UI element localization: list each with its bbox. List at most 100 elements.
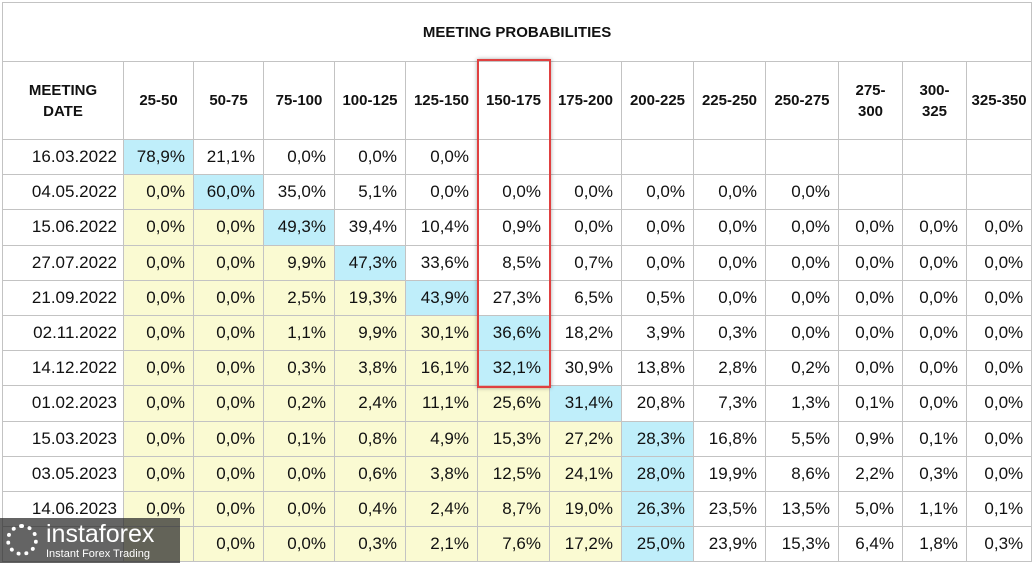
probability-cell: 3,8% [334, 350, 406, 387]
probability-cell: 15,3% [477, 420, 550, 457]
probability-cell: 0,0% [193, 314, 264, 352]
probability-cell: 0,0% [965, 420, 1033, 457]
probability-cell: 16,8% [693, 420, 766, 457]
table-row: 01.02.2023 0,0% 0,0% 0,2% 2,4% 11,1% 25,6% 31,4… [2, 385, 1033, 422]
probability-cell: 0,0% [405, 174, 478, 211]
column-header: 250-275 [765, 61, 839, 140]
probability-cell: 0,0% [193, 420, 264, 457]
probability-cell: 7,6% [477, 526, 550, 563]
probability-cell: 36,6% [477, 314, 550, 352]
probability-cell: 0,0% [902, 350, 967, 387]
probability-cell: 0,0% [123, 174, 194, 211]
probability-cell: 0,0% [123, 209, 194, 246]
probability-cell: 28,3% [621, 420, 694, 457]
meeting-date: 15.06.2022 [2, 209, 124, 246]
probability-cell: 27,2% [549, 420, 622, 457]
probability-cell: 0,0% [123, 350, 194, 387]
table-row: 04.05.2022 0,0% 60,0% 35,0% 5,1% 0,0% 0,0% 0,0%… [2, 174, 1033, 211]
probability-cell: 9,9% [334, 314, 406, 352]
probability-cell: 0,0% [902, 385, 967, 422]
probability-cell: 0,3% [965, 526, 1033, 563]
probability-cell: 0,0% [965, 209, 1033, 246]
probability-cell [838, 138, 903, 176]
probability-cell: 39,4% [334, 209, 406, 246]
probability-cell: 0,6% [334, 455, 406, 492]
probability-cell: 30,9% [549, 350, 622, 387]
column-header: 225-250 [693, 61, 766, 140]
column-header: MEETING DATE [2, 61, 124, 140]
probability-cell: 1,1% [902, 490, 967, 528]
column-header: 275-300 [838, 61, 903, 140]
probability-cell: 30,1% [405, 314, 478, 352]
probability-cell: 43,9% [405, 279, 478, 316]
probability-cell: 0,0% [263, 490, 335, 528]
table-row: 14.12.2022 0,0% 0,0% 0,3% 3,8% 16,1% 32,1% 30,9… [2, 350, 1033, 387]
probability-cell: 0,0% [838, 244, 903, 281]
probability-cell: 0,0% [902, 244, 967, 281]
probability-cell: 18,2% [549, 314, 622, 352]
probability-cell: 0,3% [334, 526, 406, 563]
probability-cell: 0,0% [838, 279, 903, 316]
probability-cell: 0,0% [838, 350, 903, 387]
probability-cell: 78,9% [123, 138, 194, 176]
probability-cell: 2,8% [693, 350, 766, 387]
probability-cell: 3,8% [405, 455, 478, 492]
probability-cell: 2,4% [405, 490, 478, 528]
probability-cell: 17,2% [549, 526, 622, 563]
probability-cell: 0,9% [477, 209, 550, 246]
probability-cell: 24,1% [549, 455, 622, 492]
probability-cell: 0,0% [193, 526, 264, 563]
probability-cell: 0,0% [765, 174, 839, 211]
probability-cell: 28,0% [621, 455, 694, 492]
probability-cell [477, 138, 550, 176]
probability-cell: 1,8% [902, 526, 967, 563]
probability-cell [765, 138, 839, 176]
column-header: 25-50 [123, 61, 194, 140]
column-header: 200-225 [621, 61, 694, 140]
watermark-tagline: Instant Forex Trading [46, 548, 150, 560]
probability-cell: 0,0% [621, 174, 694, 211]
probability-cell: 0,0% [193, 490, 264, 528]
probability-cell: 7,3% [693, 385, 766, 422]
meeting-date: 15.03.2023 [2, 420, 124, 457]
probability-cell: 11,1% [405, 385, 478, 422]
watermark-logo [6, 524, 38, 556]
meeting-date: 03.05.2023 [2, 455, 124, 492]
probability-cell: 0,0% [765, 209, 839, 246]
probability-cell: 0,0% [123, 244, 194, 281]
meeting-date: 27.07.2022 [2, 244, 124, 281]
probability-cell: 35,0% [263, 174, 335, 211]
probability-cell: 0,0% [621, 244, 694, 281]
probability-cell: 0,8% [334, 420, 406, 457]
probability-cell: 0,0% [965, 385, 1033, 422]
column-header: 50-75 [193, 61, 264, 140]
probability-cell: 0,0% [263, 138, 335, 176]
probability-cell: 2,4% [334, 385, 406, 422]
probability-cell: 0,4% [334, 490, 406, 528]
probability-cell [838, 174, 903, 211]
probability-cell: 0,0% [765, 314, 839, 352]
probability-cell: 19,9% [693, 455, 766, 492]
probability-cell: 2,1% [405, 526, 478, 563]
probability-cell: 21,1% [193, 138, 264, 176]
probability-cell: 0,0% [965, 244, 1033, 281]
probability-cell: 0,0% [693, 244, 766, 281]
probability-cell: 0,0% [621, 209, 694, 246]
probability-cell: 0,1% [965, 490, 1033, 528]
probability-cell: 33,6% [405, 244, 478, 281]
probability-cell: 0,0% [193, 455, 264, 492]
probability-cell: 0,0% [334, 138, 406, 176]
watermark: instaforex Instant Forex Trading [0, 518, 180, 563]
probability-cell: 6,4% [838, 526, 903, 563]
table-row: 15.06.2022 0,0% 0,0% 49,3% 39,4% 10,4% 0,9% 0,0… [2, 209, 1033, 246]
probability-cell: 0,0% [838, 209, 903, 246]
probability-cell: 0,1% [902, 420, 967, 457]
probability-cell: 3,9% [621, 314, 694, 352]
probability-cell: 0,0% [477, 174, 550, 211]
probability-cell: 26,3% [621, 490, 694, 528]
meeting-date: 21.09.2022 [2, 279, 124, 316]
probability-cell: 1,1% [263, 314, 335, 352]
probability-cell: 2,2% [838, 455, 903, 492]
table-title: MEETING PROBABILITIES [1, 2, 1033, 62]
watermark-brand: instaforex [46, 520, 155, 548]
